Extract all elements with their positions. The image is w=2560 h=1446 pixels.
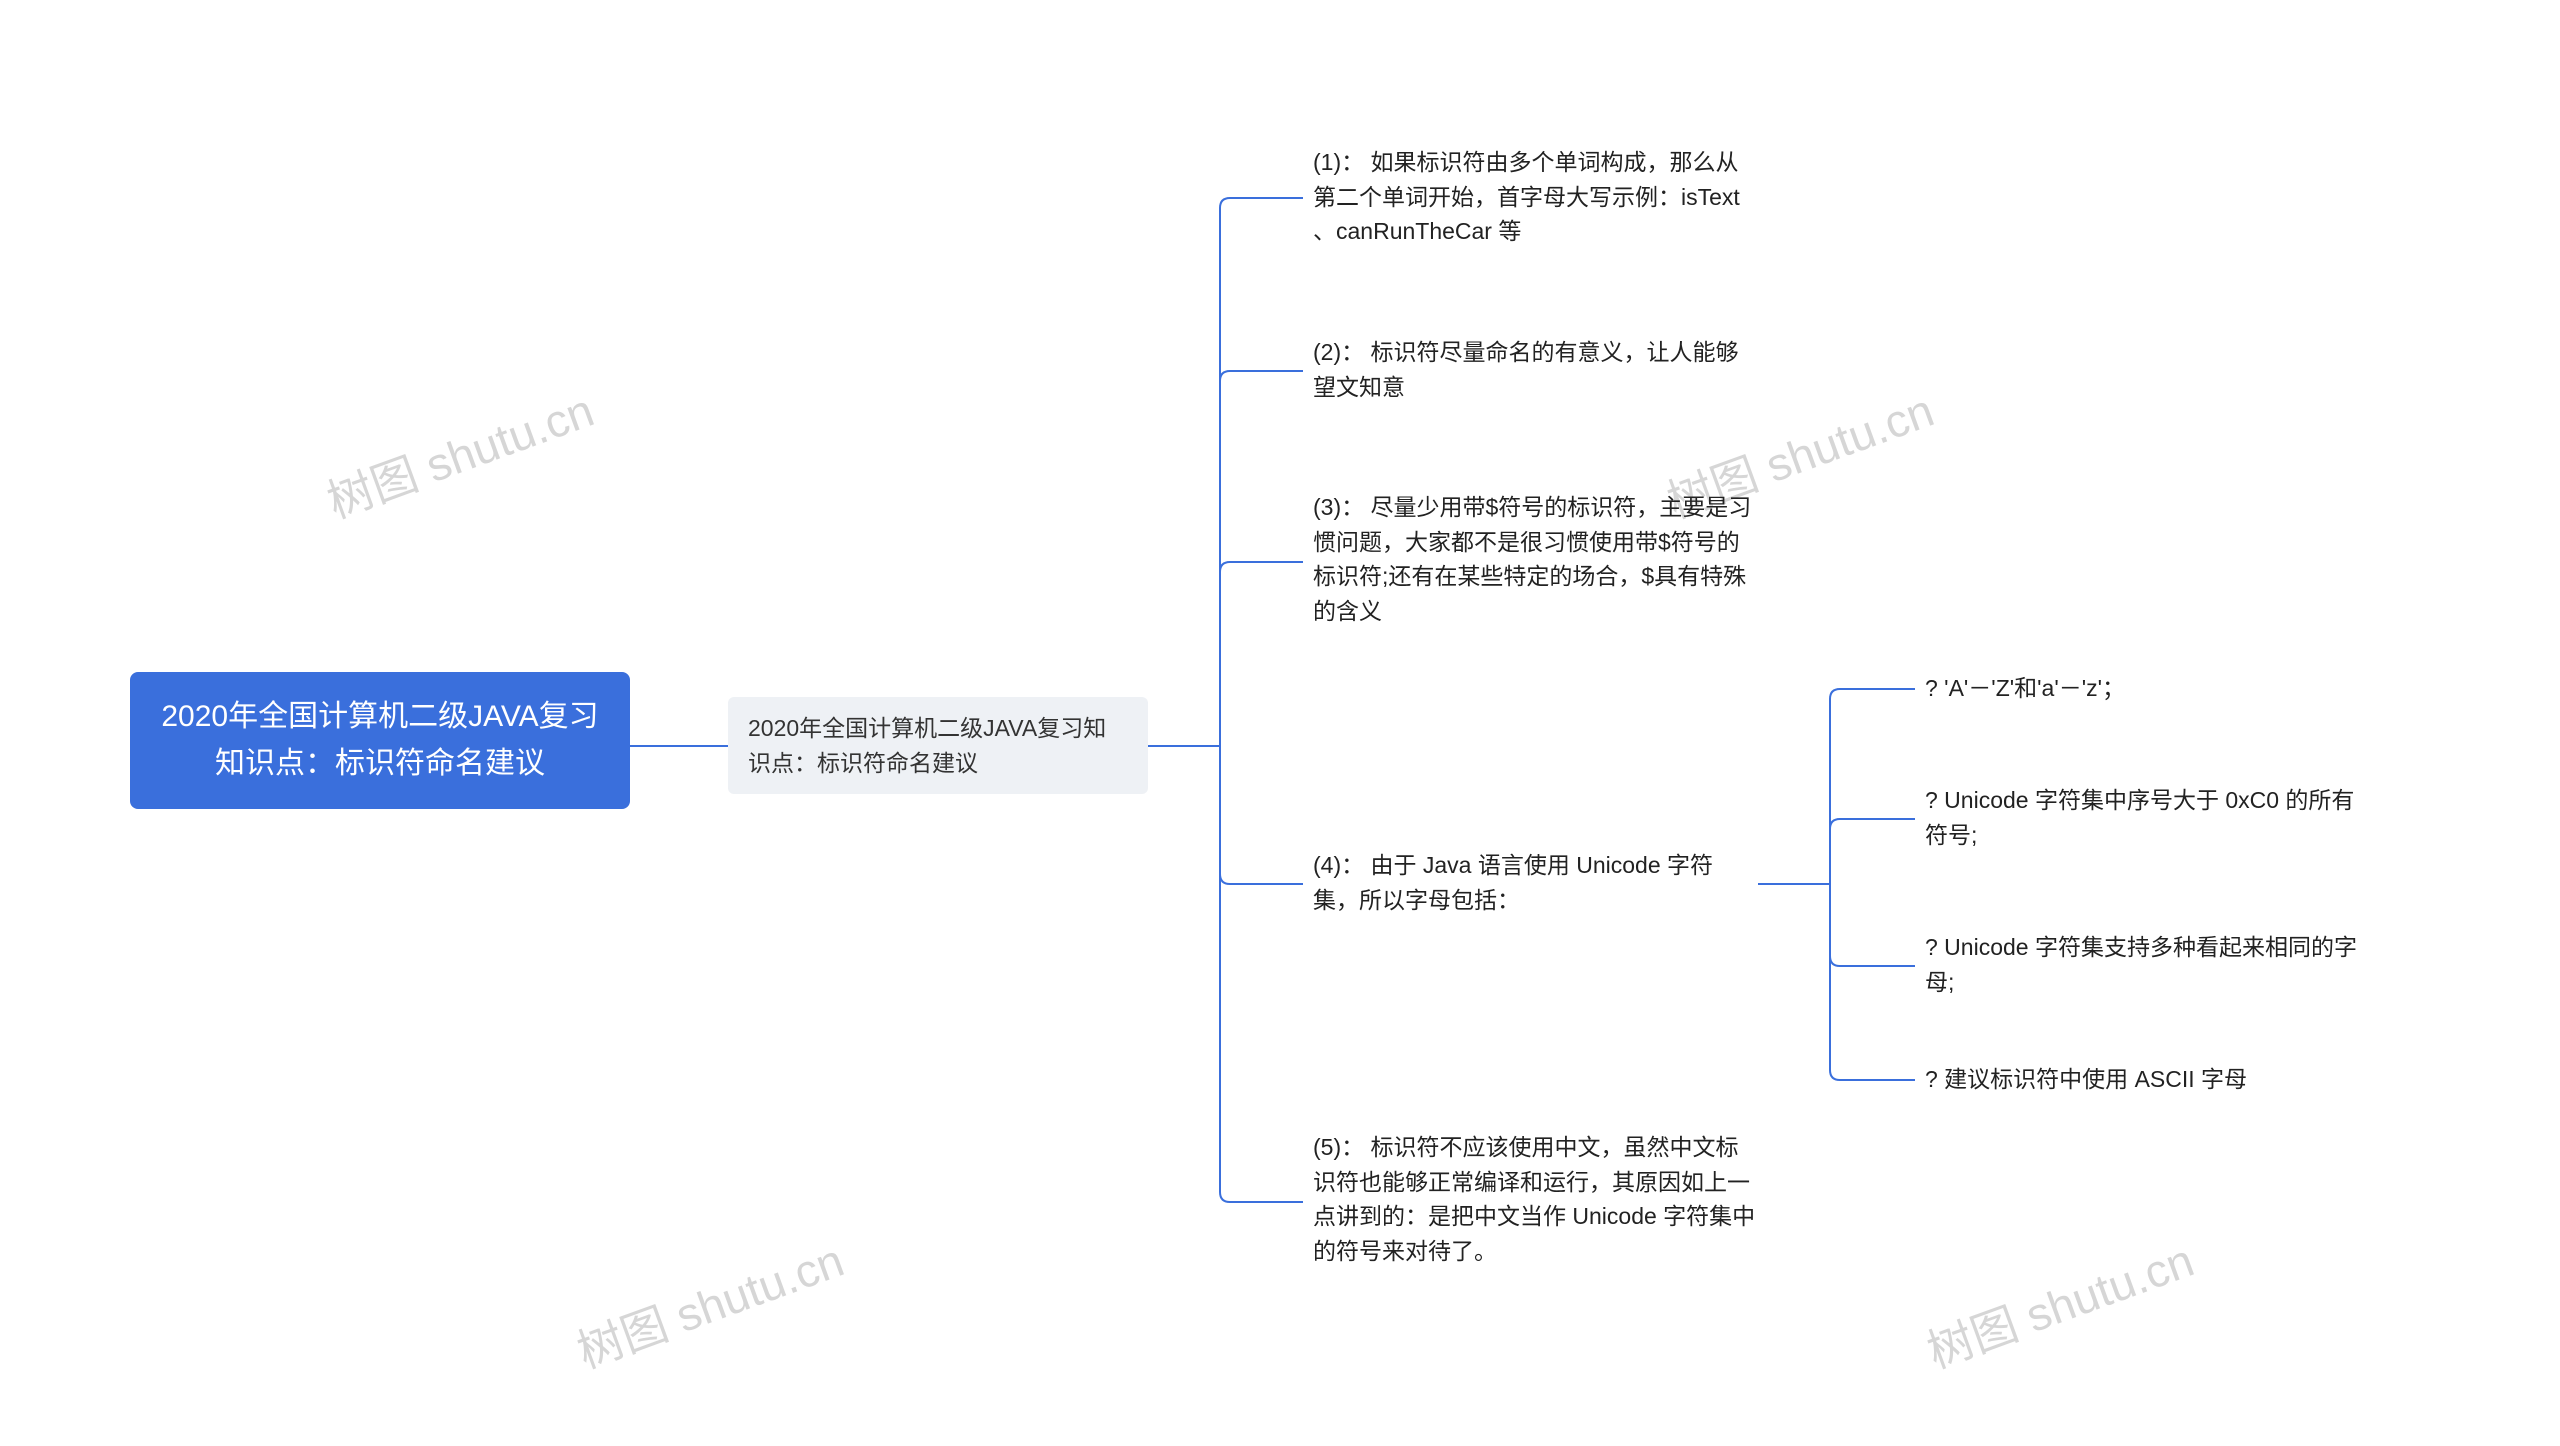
level2-node[interactable]: (5)： 标识符不应该使用中文，虽然中文标识符也能够正常编译和运行，其原因如上一…: [1313, 1130, 1758, 1268]
level3-node[interactable]: ? 'A'－'Z'和'a'－'z'；: [1925, 671, 2365, 706]
level3-node[interactable]: ? 建议标识符中使用 ASCII 字母: [1925, 1062, 2365, 1097]
level3-node-text: ? Unicode 字符集支持多种看起来相同的字母;: [1925, 934, 2357, 995]
level2-node-text: (5)： 标识符不应该使用中文，虽然中文标识符也能够正常编译和运行，其原因如上一…: [1313, 1134, 1755, 1264]
level2-node-text: (1)： 如果标识符由多个单词构成，那么从第二个单词开始，首字母大写示例：isT…: [1313, 149, 1740, 244]
watermark: 树图 shutu.cn: [317, 374, 601, 531]
level1-node-text: 2020年全国计算机二级JAVA复习知识点：标识符命名建议: [748, 715, 1106, 776]
mindmap-canvas: 树图 shutu.cn 树图 shutu.cn 树图 shutu.cn 树图 s…: [0, 0, 2560, 1446]
watermark: 树图 shutu.cn: [567, 1224, 851, 1381]
level2-node-text: (4)： 由于 Java 语言使用 Unicode 字符集，所以字母包括：: [1313, 852, 1713, 913]
level2-node[interactable]: (3)： 尽量少用带$符号的标识符，主要是习惯问题，大家都不是很习惯使用带$符号…: [1313, 490, 1758, 628]
level2-node-text: (2)： 标识符尽量命名的有意义，让人能够望文知意: [1313, 339, 1739, 400]
level2-node[interactable]: (4)： 由于 Java 语言使用 Unicode 字符集，所以字母包括：: [1313, 848, 1758, 917]
level3-node[interactable]: ? Unicode 字符集中序号大于 0xC0 的所有符号;: [1925, 783, 2365, 852]
level1-node[interactable]: 2020年全国计算机二级JAVA复习知识点：标识符命名建议: [728, 697, 1148, 794]
level2-node[interactable]: (1)： 如果标识符由多个单词构成，那么从第二个单词开始，首字母大写示例：isT…: [1313, 145, 1758, 249]
level3-node-text: ? 'A'－'Z'和'a'－'z'；: [1925, 675, 2125, 701]
level3-node[interactable]: ? Unicode 字符集支持多种看起来相同的字母;: [1925, 930, 2365, 999]
level2-node[interactable]: (2)： 标识符尽量命名的有意义，让人能够望文知意: [1313, 335, 1758, 404]
level2-node-text: (3)： 尽量少用带$符号的标识符，主要是习惯问题，大家都不是很习惯使用带$符号…: [1313, 494, 1751, 624]
root-node-text: 2020年全国计算机二级JAVA复习知识点：标识符命名建议: [161, 700, 598, 780]
root-node[interactable]: 2020年全国计算机二级JAVA复习知识点：标识符命名建议: [130, 672, 630, 809]
watermark: 树图 shutu.cn: [1917, 1224, 2201, 1381]
level3-node-text: ? Unicode 字符集中序号大于 0xC0 的所有符号;: [1925, 787, 2354, 848]
level3-node-text: ? 建议标识符中使用 ASCII 字母: [1925, 1066, 2247, 1092]
